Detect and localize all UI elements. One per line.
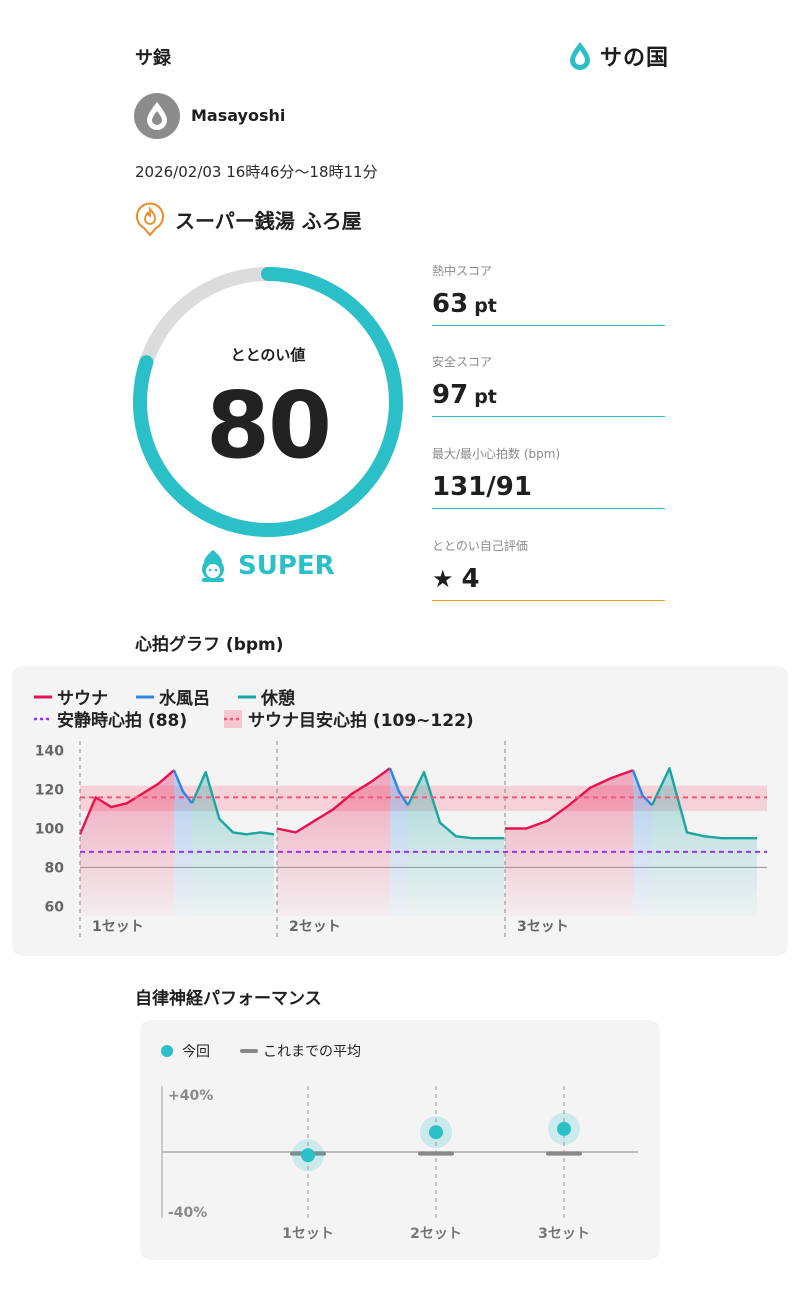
stat-label: 熱中スコア (432, 264, 493, 278)
y-bottom-label: -40% (168, 1205, 207, 1221)
autonomic-chart: 今回 これまでの平均 +40% -40% 1セット 2セット 3セット (161, 1044, 638, 1242)
drop-avatar-icon (147, 102, 167, 130)
stat-safety-score: 安全スコア 97 pt (432, 353, 665, 417)
legend-current-swatch (161, 1045, 173, 1057)
y-tick-label: 60 (45, 899, 65, 915)
stat-value: ★ 4 (432, 564, 665, 601)
category-label: 3セット (538, 1226, 590, 1242)
facility-name[interactable]: スーパー銭湯 ふろ屋 (175, 208, 362, 233)
gauge-progress-arc (133, 267, 403, 537)
rest-segment-fill (192, 772, 274, 916)
water-segment (388, 767, 410, 806)
autonomic-title: 自律神経パフォーマンス (135, 989, 322, 1009)
current-point (429, 1125, 443, 1140)
current-point (557, 1121, 571, 1136)
category-label: 1セット (282, 1226, 334, 1242)
user-name[interactable]: Masayoshi (191, 106, 286, 125)
stat-number: 97 (432, 380, 469, 410)
y-tick-label: 120 (35, 783, 64, 799)
water-segment-fill (174, 770, 192, 916)
legend-current: 今回 (182, 1044, 210, 1060)
heart-plot-area: 140 120 100 80 60 1セット 2セット 3セット (35, 741, 767, 938)
stat-unit: pt (474, 295, 497, 317)
star-icon: ★ (432, 565, 454, 593)
rank-badge: SUPER (196, 548, 335, 584)
stat-label: ととのい自己評価 (432, 539, 528, 553)
y-top-label: +40% (168, 1088, 213, 1104)
legend-water: 水風呂 (159, 688, 210, 709)
stat-unit: pt (474, 386, 497, 408)
sauna-segment (505, 769, 634, 830)
drop-logo-icon (570, 42, 590, 70)
rest-segment-fill (408, 772, 504, 916)
rest-segment (406, 770, 504, 840)
stat-heart-rate: 最大/最小心拍数 (bpm) 131/91 (432, 445, 665, 509)
set-label: 3セット (517, 919, 569, 935)
legend-resting: 安静時心拍 (88) (57, 710, 187, 731)
water-segment-fill (633, 770, 652, 916)
legend-target: サウナ目安心拍 (109~122) (248, 710, 474, 731)
stat-label: 最大/最小心拍数 (bpm) (432, 447, 561, 461)
sauna-segment-fill (277, 768, 390, 916)
legend-rest: 休憩 (260, 688, 295, 709)
autonomic-panel (140, 1020, 660, 1260)
y-tick-label: 100 (35, 822, 64, 838)
current-point (301, 1148, 315, 1163)
rank-text: SUPER (238, 551, 335, 581)
y-tick-label: 140 (35, 744, 64, 760)
facility[interactable]: スーパー銭湯 ふろ屋 (135, 201, 362, 237)
y-tick-label: 80 (45, 860, 65, 876)
heart-rate-chart: サウナ 水風呂 休憩 安静時心拍 (88) サウナ目安心拍 (109~122) … (34, 688, 767, 938)
set-label: 1セット (92, 919, 144, 935)
water-segment (172, 769, 193, 804)
rest-segment (190, 770, 275, 836)
set-label: 2セット (289, 919, 341, 935)
heart-chart-title: 心拍グラフ (bpm) (135, 635, 284, 655)
stat-value: 97 pt (432, 380, 665, 417)
sauna-segment (276, 767, 391, 834)
avatar[interactable] (134, 93, 180, 139)
stat-number: 63 (432, 289, 469, 319)
legend-average: これまでの平均 (263, 1044, 361, 1060)
rest-segment (650, 766, 757, 840)
sauna-segment (78, 769, 175, 835)
stat-value: 63 pt (432, 289, 665, 326)
sauna-pin-icon (136, 202, 164, 237)
stat-number: 4 (461, 564, 480, 594)
totonoi-gauge (133, 267, 403, 537)
stat-heat-score: 熱中スコア 63 pt (432, 262, 665, 326)
mascot-icon (202, 550, 224, 582)
sauna-segment-fill (505, 770, 633, 916)
autonomic-plot-area: 1セット 2セット 3セット (161, 1086, 638, 1242)
category-label: 2セット (410, 1226, 462, 1242)
rest-segment-fill (652, 768, 757, 916)
page-title: サ録 (135, 48, 171, 69)
stat-value: 131/91 (432, 472, 665, 509)
stat-label: 安全スコア (432, 355, 493, 369)
stat-self-rating: ととのい自己評価 ★ 4 (432, 537, 665, 601)
totonoi-value: 80 (205, 372, 332, 479)
logo-text: サの国 (600, 46, 670, 71)
water-segment (631, 769, 653, 807)
stat-number: 131/91 (432, 472, 532, 502)
sauna-segment-fill (80, 770, 174, 916)
water-segment-fill (390, 768, 408, 916)
legend-sauna: サウナ (57, 689, 108, 709)
totonoi-label: ととのい値 (230, 346, 306, 364)
session-datetime: 2026/02/03 16時46分〜18時11分 (135, 163, 378, 181)
app-logo: サの国 (566, 40, 669, 72)
